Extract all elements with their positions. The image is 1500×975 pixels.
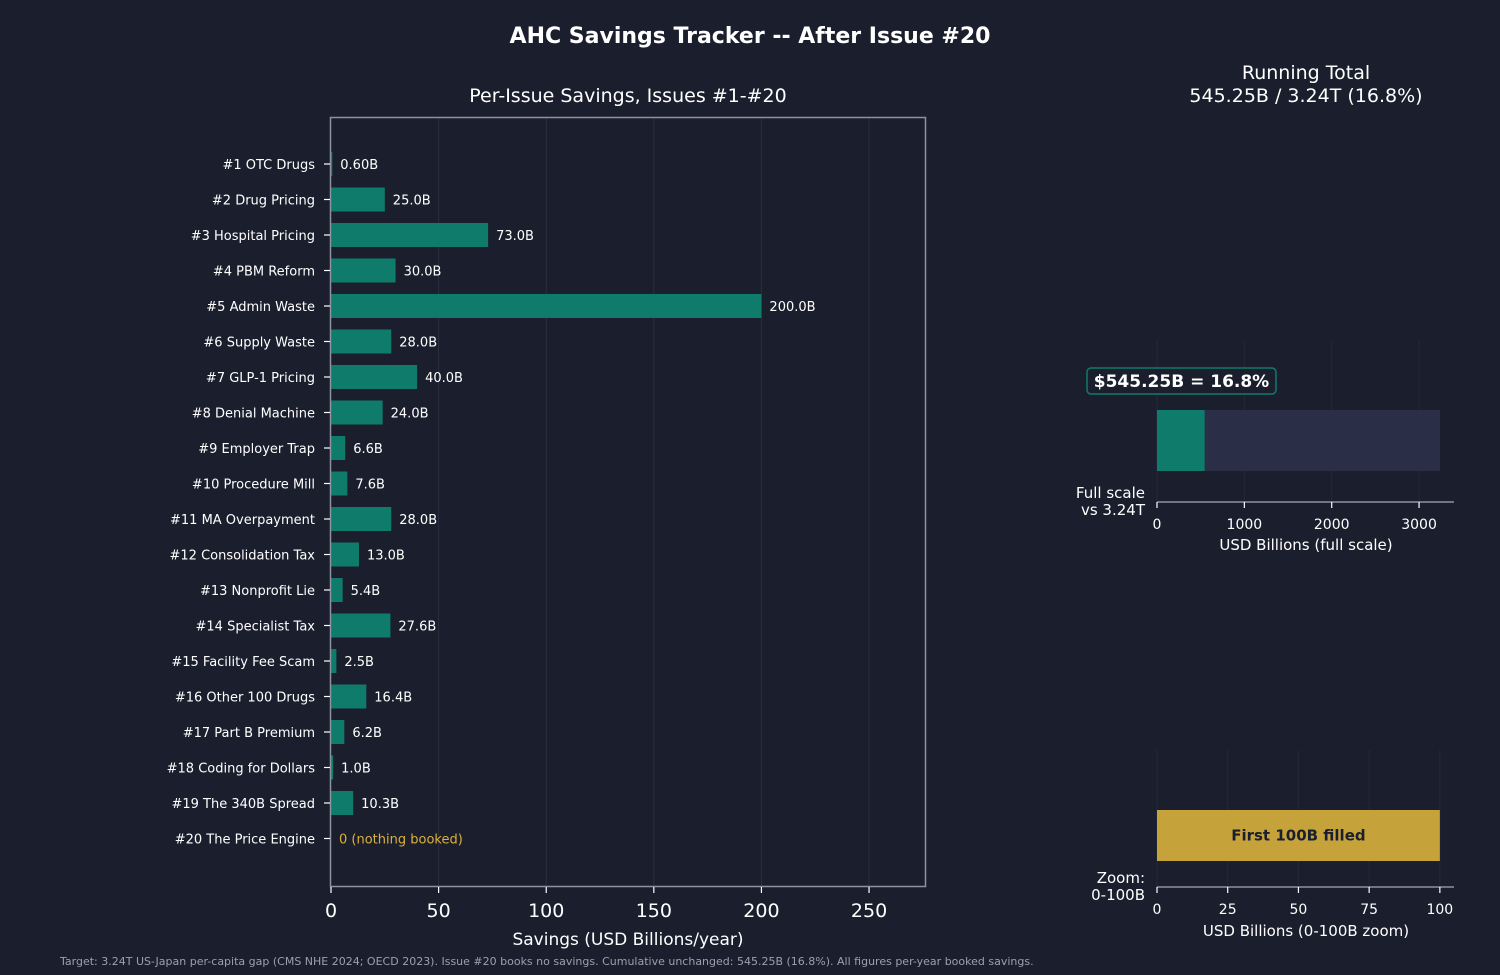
value-label: 27.6B <box>398 620 436 635</box>
zoom-row-label-line2: 0-100B <box>1091 886 1145 904</box>
footnote: Target: 3.24T US-Japan per-capita gap (C… <box>59 955 1034 968</box>
bar <box>331 223 489 247</box>
category-label: #12 Consolidation Tax <box>170 549 316 564</box>
per-issue-axes: 0 50 100 150 200 250 <box>324 163 887 922</box>
category-label: #16 Other 100 Drugs <box>175 691 315 706</box>
x-tick-label: 2000 <box>1314 517 1350 533</box>
x-tick-label: 150 <box>636 900 672 922</box>
full-scale-row-label-line2: vs 3.24T <box>1081 501 1146 519</box>
zoom-filled-bar <box>1157 810 1440 861</box>
bar <box>331 720 345 744</box>
category-label: #1 OTC Drugs <box>222 158 315 173</box>
category-label: #3 Hospital Pricing <box>191 229 315 244</box>
category-label: #7 GLP-1 Pricing <box>206 371 315 386</box>
x-tick-label: 100 <box>1426 902 1453 918</box>
x-tick-label: 0 <box>1153 517 1162 533</box>
running-total-title: Running Total <box>1242 62 1370 84</box>
zoom-bar-label: First 100B filled <box>1231 827 1365 845</box>
per-issue-plot-frame <box>329 116 927 888</box>
bar <box>331 507 392 531</box>
category-label: #5 Admin Waste <box>206 300 315 315</box>
total-badge <box>1086 367 1277 395</box>
running-total-bar <box>1157 410 1205 471</box>
bar <box>331 436 346 460</box>
value-label: 30.0B <box>404 265 442 280</box>
value-label: 5.4B <box>351 584 381 599</box>
chart-title: AHC Savings Tracker -- After Issue #20 <box>510 24 991 49</box>
x-tick-label: 200 <box>743 900 779 922</box>
bar <box>331 542 359 567</box>
bar <box>331 258 396 283</box>
value-label: 7.6B <box>355 478 385 493</box>
value-label: 200.0B <box>769 300 815 315</box>
value-label: 0 (nothing booked) <box>339 833 463 848</box>
x-tick-label: 250 <box>851 900 887 922</box>
value-label: 28.0B <box>399 513 437 528</box>
category-label: #19 The 340B Spread <box>171 797 315 812</box>
category-label: #20 The Price Engine <box>175 833 315 848</box>
value-label: 1.0B <box>341 762 371 777</box>
x-tick-label: 50 <box>427 900 451 922</box>
category-label: #13 Nonprofit Lie <box>200 584 315 599</box>
bar <box>331 187 385 212</box>
value-label: 13.0B <box>367 549 405 564</box>
value-label: 24.0B <box>391 407 429 422</box>
x-tick-label: 100 <box>528 900 564 922</box>
bar <box>331 152 333 176</box>
value-label: 10.3B <box>361 797 399 812</box>
category-label: #9 Employer Trap <box>198 442 315 457</box>
bar <box>331 471 348 496</box>
value-label: 28.0B <box>399 336 437 351</box>
zoom-x-axis-label: USD Billions (0-100B zoom) <box>1203 922 1409 940</box>
per-issue-x-axis-label: Savings (USD Billions/year) <box>512 930 743 950</box>
category-label: #10 Procedure Mill <box>192 478 315 493</box>
x-tick-label: 25 <box>1219 902 1237 918</box>
category-label: #14 Specialist Tax <box>196 620 316 635</box>
value-label: 40.0B <box>425 371 463 386</box>
value-label: 16.4B <box>374 691 412 706</box>
category-label: #18 Coding for Dollars <box>167 762 316 777</box>
bar <box>331 365 418 389</box>
full-scale-row-label-line1: Full scale <box>1076 484 1145 502</box>
bar <box>331 400 383 425</box>
x-tick-label: 3000 <box>1401 517 1437 533</box>
x-tick-label: 75 <box>1360 902 1378 918</box>
x-tick-label: 1000 <box>1227 517 1263 533</box>
total-badge-text: $545.25B = 16.8% <box>1094 372 1269 392</box>
bar <box>331 294 762 318</box>
category-label: #17 Part B Premium <box>183 726 315 741</box>
bar <box>331 329 392 354</box>
category-label: #15 Facility Fee Scam <box>171 655 315 670</box>
zoom-chart: First 100B filled 0 25 50 75 100 <box>1153 750 1454 918</box>
category-label: #8 Denial Machine <box>192 407 315 422</box>
category-label: #11 MA Overpayment <box>170 513 315 528</box>
bar <box>331 578 343 602</box>
x-tick-label: 50 <box>1290 902 1308 918</box>
x-tick-label: 0 <box>325 900 337 922</box>
bar <box>331 613 391 638</box>
zoom-row-label-line1: Zoom: <box>1097 869 1145 887</box>
value-label: 2.5B <box>344 655 374 670</box>
value-label: 73.0B <box>496 229 534 244</box>
bar <box>331 649 337 673</box>
full-scale-chart: $545.25B = 16.8% 0 1000 2000 3000 <box>1086 340 1454 533</box>
bar <box>331 684 367 709</box>
per-issue-bars: #1 OTC Drugs 0.60B #2 Drug Pricing 25.0B #3 … <box>167 152 816 848</box>
value-label: 6.2B <box>352 726 382 741</box>
category-label: #2 Drug Pricing <box>212 194 315 209</box>
per-issue-gridlines <box>438 117 870 887</box>
category-label: #4 PBM Reform <box>213 265 315 280</box>
full-scale-x-axis-label: USD Billions (full scale) <box>1219 536 1392 554</box>
value-label: 25.0B <box>393 194 431 209</box>
category-label: #6 Supply Waste <box>203 336 315 351</box>
per-issue-chart-title: Per-Issue Savings, Issues #1-#20 <box>469 85 786 107</box>
value-label: 6.6B <box>353 442 383 457</box>
running-total-subtitle: 545.25B / 3.24T (16.8%) <box>1189 85 1422 107</box>
bar <box>331 791 354 815</box>
bar <box>331 755 334 780</box>
value-label: 0.60B <box>340 158 378 173</box>
x-tick-label: 0 <box>1153 902 1162 918</box>
